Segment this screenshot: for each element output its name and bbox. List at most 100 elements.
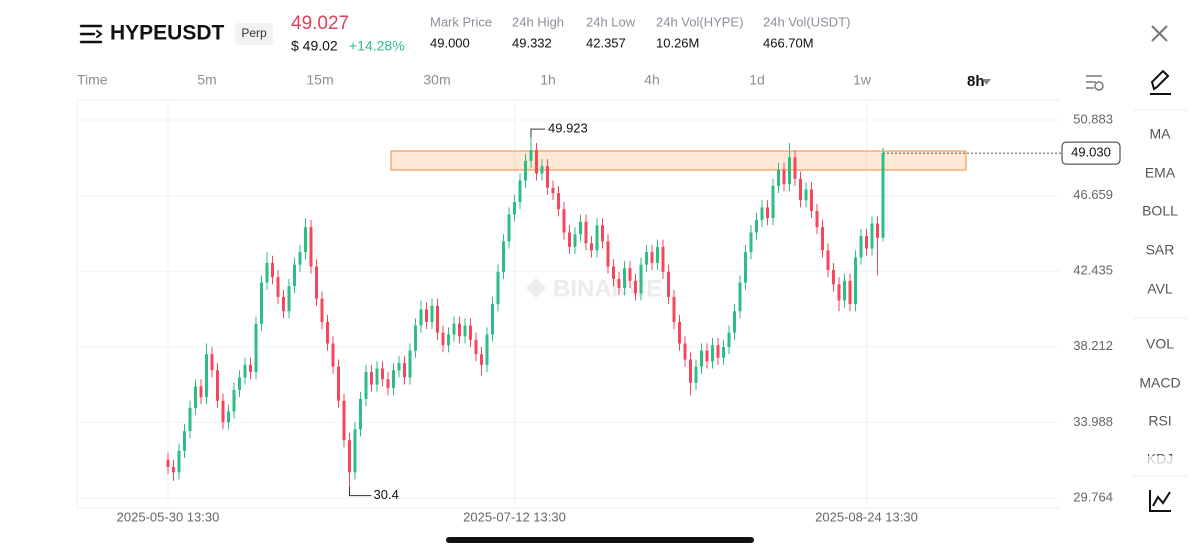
- stat-value: 466.70M: [763, 35, 814, 50]
- candle-body: [353, 429, 357, 473]
- indicator[interactable]: MA: [1150, 126, 1172, 142]
- candle-body: [474, 339, 478, 355]
- candle-body: [755, 219, 758, 233]
- candle-body: [777, 169, 780, 186]
- sub-indicator[interactable]: RSI: [1148, 413, 1171, 429]
- candle-body: [502, 241, 505, 272]
- high-label: 49.923: [548, 121, 588, 136]
- active-timeframe[interactable]: 8h: [967, 73, 985, 90]
- draw-icon[interactable]: [1150, 69, 1171, 95]
- candle-body: [188, 407, 192, 432]
- y-tick-label: 46.659: [1073, 187, 1113, 202]
- candle-body: [370, 372, 373, 385]
- candle-body: [876, 223, 879, 238]
- candle-body: [271, 262, 274, 278]
- timeframe[interactable]: 1h: [540, 72, 556, 88]
- stat-label: 24h High: [512, 14, 564, 29]
- candle-body: [221, 400, 225, 423]
- candle-body: [705, 350, 709, 362]
- candle-body: [507, 214, 511, 242]
- candle-body: [716, 345, 720, 358]
- candle-body: [183, 431, 186, 451]
- candle-body: [711, 345, 714, 362]
- candle-body: [496, 271, 500, 305]
- close-icon[interactable]: [1151, 25, 1168, 42]
- fade: [1133, 456, 1189, 475]
- candle-body: [397, 363, 401, 371]
- stat-value: 49.000: [430, 35, 470, 50]
- candle-body: [309, 227, 313, 267]
- timeframe[interactable]: 4h: [644, 72, 660, 88]
- watermark: BINANCE: [553, 275, 662, 302]
- candle-body: [793, 157, 797, 179]
- candle-body: [766, 207, 769, 219]
- candle-body: [749, 232, 753, 253]
- y-tick-label: 38.212: [1073, 338, 1113, 353]
- candle-body: [601, 225, 604, 242]
- candle-body: [249, 364, 252, 373]
- candle-body: [304, 227, 307, 253]
- candle-body: [348, 440, 351, 473]
- candle-body: [667, 271, 670, 297]
- candle-body: [177, 450, 181, 473]
- sub-indicator[interactable]: MACD: [1139, 375, 1180, 391]
- candle-body: [529, 150, 533, 161]
- candle-body: [854, 257, 857, 305]
- candle-body: [342, 400, 346, 441]
- menu-icon[interactable]: [79, 24, 103, 44]
- timeframe[interactable]: Time: [77, 72, 108, 88]
- candle-body: [276, 277, 280, 297]
- candle-body: [210, 354, 214, 371]
- chart-type-icon[interactable]: [1149, 490, 1171, 512]
- candle-body: [205, 354, 208, 398]
- candle-body: [843, 280, 846, 301]
- candle-body: [287, 286, 291, 312]
- candle-body: [386, 379, 390, 389]
- last-price-box: [1061, 141, 1121, 165]
- candle-body: [623, 268, 626, 288]
- symbol[interactable]: HYPEUSDT: [110, 22, 225, 45]
- candle-body: [722, 347, 725, 358]
- candle-body: [216, 370, 219, 401]
- candle-body: [463, 325, 467, 337]
- sub-indicator[interactable]: VOL: [1146, 336, 1174, 352]
- candle-body: [810, 189, 813, 211]
- indicator[interactable]: BOLL: [1142, 203, 1178, 219]
- y-tick-label: 29.764: [1073, 489, 1113, 504]
- candle-body: [326, 321, 329, 344]
- timeframe[interactable]: 30m: [423, 72, 450, 88]
- settings-icon[interactable]: [1086, 75, 1104, 91]
- timeframe[interactable]: 15m: [306, 72, 333, 88]
- low-label: 30.4: [374, 487, 399, 502]
- candle-body: [650, 252, 654, 263]
- candle-body: [645, 252, 648, 265]
- timeframe[interactable]: 5m: [197, 72, 216, 88]
- timeframe[interactable]: 1d: [749, 72, 765, 88]
- stat-label: Mark Price: [430, 14, 492, 29]
- badge: Perp: [241, 26, 267, 40]
- candle-body: [689, 359, 692, 383]
- candle-body: [293, 264, 296, 287]
- y-tick-label: 42.435: [1073, 263, 1113, 278]
- candle-body: [617, 278, 621, 288]
- timeframe[interactable]: 1w: [853, 72, 872, 88]
- candle-body: [419, 309, 423, 326]
- indicator[interactable]: SAR: [1146, 242, 1175, 258]
- candle-body: [359, 398, 362, 430]
- candle-body: [172, 466, 175, 473]
- candle-body: [606, 241, 610, 267]
- dropdown-arrow: [982, 79, 991, 85]
- candle-body: [469, 325, 472, 340]
- candle-body: [832, 270, 835, 285]
- candle-body: [166, 459, 170, 467]
- candle-body: [524, 160, 527, 181]
- candle-body: [535, 150, 538, 174]
- candle-body: [848, 280, 852, 305]
- indicator[interactable]: AVL: [1147, 281, 1173, 297]
- candle-body: [744, 252, 747, 283]
- candle-body: [430, 305, 434, 322]
- indicator[interactable]: EMA: [1145, 165, 1176, 181]
- candle-body: [381, 368, 384, 380]
- candle-body: [540, 166, 544, 174]
